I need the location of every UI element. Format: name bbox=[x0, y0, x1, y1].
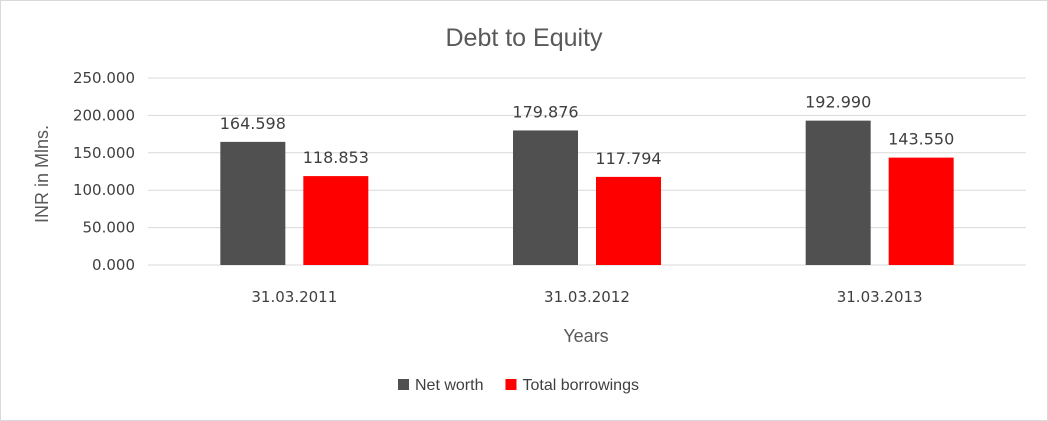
bar-net-worth bbox=[220, 141, 286, 265]
data-labels: 164.598 118.853 179.876 117.794 192.990 143.5… bbox=[220, 93, 955, 168]
bar-total-borrowings bbox=[596, 176, 661, 265]
bars bbox=[220, 120, 954, 265]
bar-total-borrowings bbox=[303, 176, 369, 265]
data-label: 143.550 bbox=[888, 130, 954, 149]
y-tick-label: 50.000 bbox=[83, 219, 136, 237]
data-label: 179.876 bbox=[512, 102, 578, 121]
bar-total-borrowings bbox=[888, 157, 954, 265]
x-tick-label: 31.03.2011 bbox=[251, 288, 337, 306]
x-tick-label: 31.03.2013 bbox=[837, 288, 923, 306]
bar-net-worth bbox=[513, 130, 578, 265]
data-label: 192.990 bbox=[805, 93, 871, 112]
chart-title: Debt to Equity bbox=[445, 24, 603, 52]
gridlines bbox=[148, 77, 1026, 266]
y-tick-label: 100.000 bbox=[73, 181, 135, 199]
y-tick-label: 200.000 bbox=[73, 106, 135, 124]
bar-net-worth bbox=[805, 120, 871, 265]
legend-label: Total borrowings bbox=[522, 377, 639, 394]
legend-swatch-total-borrowings bbox=[505, 379, 517, 390]
y-tick-label: 250.000 bbox=[73, 69, 135, 87]
x-axis-title: Years bbox=[563, 326, 608, 346]
legend: Net worth Total borrowings bbox=[398, 377, 639, 394]
data-label: 117.794 bbox=[595, 149, 661, 168]
y-tick-label: 0.000 bbox=[92, 256, 135, 274]
data-label: 118.853 bbox=[303, 148, 369, 167]
data-label: 164.598 bbox=[220, 114, 286, 133]
legend-label: Net worth bbox=[415, 377, 483, 394]
y-axis-ticks: 0.000 50.000 100.000 150.000 200.000 250.000 bbox=[73, 69, 135, 274]
x-axis-ticks: 31.03.2011 31.03.2012 31.03.2013 bbox=[251, 288, 922, 306]
legend-swatch-net-worth bbox=[398, 379, 409, 390]
x-tick-label: 31.03.2012 bbox=[544, 288, 630, 306]
y-axis-title: INR in Mlns. bbox=[32, 125, 52, 223]
y-tick-label: 150.000 bbox=[73, 144, 135, 162]
